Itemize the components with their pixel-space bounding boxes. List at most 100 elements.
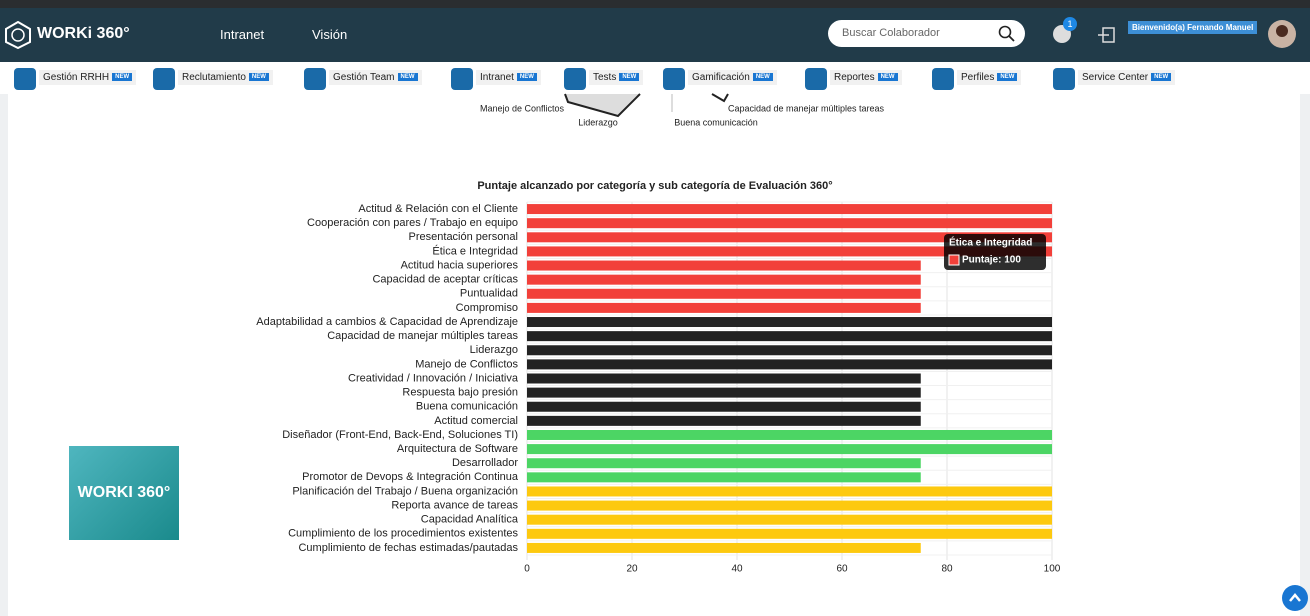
bar — [527, 444, 1052, 455]
tooltip-swatch — [948, 254, 960, 266]
y-tick-label: Cooperación con pares / Trabajo en equip… — [307, 217, 518, 229]
menu-text: Service Center — [1082, 72, 1149, 83]
bar — [527, 458, 921, 469]
menu-icon — [451, 68, 473, 90]
scroll-top-button[interactable] — [1281, 584, 1309, 612]
y-tick-label: Cumplimiento de los procedimientos exist… — [288, 528, 518, 540]
menu-icon — [564, 68, 586, 90]
bar — [527, 528, 1052, 539]
y-tick-label: Actitud comercial — [434, 415, 518, 427]
search-placeholder: Buscar Colaborador — [842, 27, 940, 39]
menu-label: Perfiles NEW — [957, 70, 1022, 85]
new-badge: NEW — [752, 73, 773, 82]
logo-text: WORKi 360° — [37, 25, 130, 42]
tooltip: Ética e Integridad Puntaje: 100 — [944, 234, 1046, 270]
radar-label: Manejo de Conflictos — [480, 103, 565, 113]
bar — [527, 500, 1052, 511]
browser-strip — [0, 0, 1310, 8]
bar — [527, 401, 921, 412]
y-tick-label: Reporta avance de tareas — [391, 499, 518, 511]
x-tick-label: 80 — [941, 564, 953, 575]
new-badge: NEW — [516, 73, 537, 82]
search-icon — [998, 25, 1015, 42]
y-tick-label: Actitud & Relación con el Cliente — [358, 203, 518, 215]
logo-icon — [5, 21, 31, 49]
menu-icon — [153, 68, 175, 90]
x-tick-label: 0 — [524, 564, 530, 575]
tooltip-title: Ética e Integridad — [949, 236, 1032, 249]
logout-icon[interactable] — [1097, 26, 1117, 44]
y-tick-label: Puntualidad — [460, 288, 518, 300]
bar — [527, 359, 1052, 370]
bar — [527, 472, 921, 483]
menu-icon — [1053, 68, 1075, 90]
menu-text: Intranet — [480, 72, 514, 83]
bar — [527, 387, 921, 398]
radar-label: Liderazgo — [578, 117, 618, 127]
new-badge: NEW — [619, 73, 640, 82]
menu-text: Tests — [593, 72, 617, 83]
new-badge: NEW — [997, 73, 1018, 82]
y-tick-label: Ética e Integridad — [432, 244, 518, 257]
menu-label: Reportes NEW — [830, 70, 902, 85]
y-tick-label: Manejo de Conflictos — [415, 358, 518, 370]
menu-label: Gestión Team NEW — [329, 70, 422, 85]
radar-label: Buena comunicación — [674, 117, 758, 127]
y-tick-label: Actitud hacia superiores — [401, 259, 519, 271]
new-badge: NEW — [1151, 73, 1172, 82]
avatar[interactable] — [1267, 19, 1297, 49]
menu-text: Perfiles — [961, 72, 995, 83]
menu-icon — [304, 68, 326, 90]
menu-icon — [805, 68, 827, 90]
bar — [527, 274, 921, 285]
bar — [527, 204, 1052, 215]
chart-title: Puntaje alcanzado por categoría y sub ca… — [477, 180, 832, 192]
menu-icon — [932, 68, 954, 90]
menu-label: Reclutamiento NEW — [178, 70, 273, 85]
bar — [527, 302, 921, 313]
x-tick-label: 60 — [836, 564, 848, 575]
bar — [527, 345, 1052, 356]
radar-label: Capacidad de manejar múltiples tareas — [728, 103, 885, 113]
y-tick-label: Diseñador (Front-End, Back-End, Solucion… — [282, 429, 518, 441]
y-tick-label: Desarrollador — [452, 457, 518, 469]
menu-text: Gestión RRHH — [43, 72, 110, 83]
nav-intranet[interactable]: Intranet — [220, 27, 265, 42]
menu-icon — [663, 68, 685, 90]
menu-label: Tests NEW — [589, 70, 644, 85]
welcome-label: Bienvenido(a) Fernando Manuel — [1128, 21, 1258, 34]
new-badge: NEW — [112, 73, 133, 82]
nav-vision[interactable]: Visión — [312, 27, 348, 42]
y-tick-label: Compromiso — [456, 302, 518, 314]
y-tick-label: Buena comunicación — [416, 401, 518, 413]
new-badge: NEW — [877, 73, 898, 82]
x-tick-label: 20 — [626, 564, 638, 575]
bar — [527, 246, 1052, 257]
bar — [527, 331, 1052, 342]
bar — [527, 288, 921, 299]
bar — [527, 415, 921, 426]
notification-badge: 1 — [1063, 17, 1077, 31]
x-tick-label: 100 — [1044, 564, 1061, 575]
search-box[interactable]: Buscar Colaborador — [828, 20, 1025, 47]
y-tick-label: Capacidad de manejar múltiples tareas — [327, 330, 518, 342]
bar — [527, 514, 1052, 525]
menu-label: Gestión RRHH NEW — [39, 70, 137, 85]
y-tick-label: Adaptabilidad a cambios & Capacidad de A… — [256, 316, 518, 328]
tooltip-label: Puntaje: 100 — [962, 255, 1021, 266]
y-tick-label: Creatividad / Innovación / Iniciativa — [348, 372, 519, 384]
y-tick-label: Respuesta bajo presión — [402, 387, 518, 399]
x-tick-label: 40 — [731, 564, 743, 575]
module-menu: Gestión RRHH NEW Reclutamiento NEW Gestión T… — [0, 62, 1310, 94]
bar — [527, 317, 1052, 328]
y-tick-label: Cumplimiento de fechas estimadas/pautada… — [298, 542, 518, 554]
y-tick-label: Planificación del Trabajo / Buena organi… — [292, 485, 518, 497]
y-tick-label: Capacidad Analítica — [421, 514, 519, 526]
new-badge: NEW — [397, 73, 418, 82]
new-badge: NEW — [248, 73, 269, 82]
radar-remnant — [564, 93, 729, 118]
menu-text: Gamificación — [692, 72, 750, 83]
bar — [527, 542, 921, 553]
